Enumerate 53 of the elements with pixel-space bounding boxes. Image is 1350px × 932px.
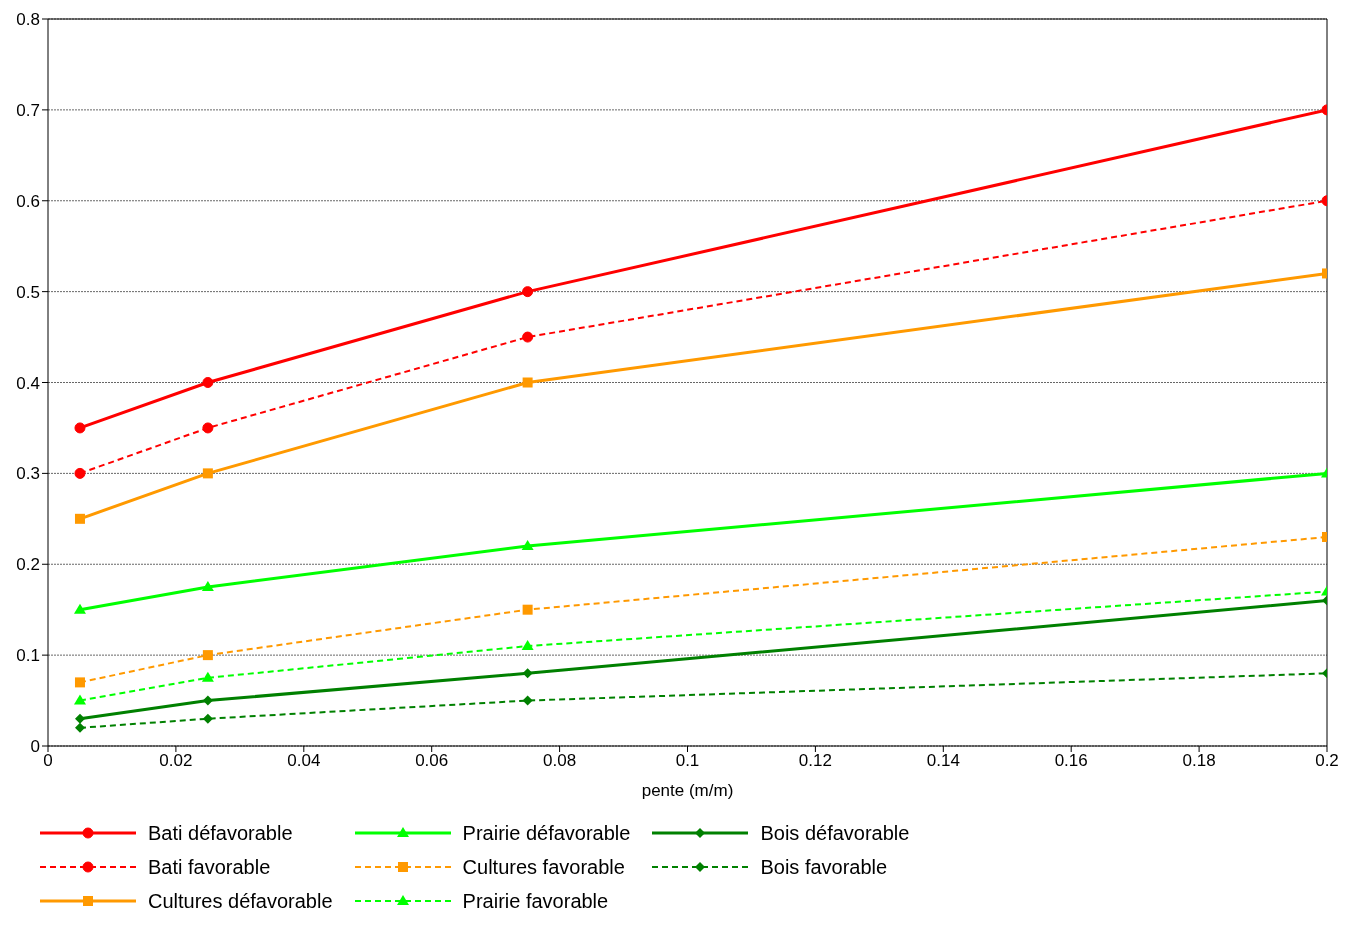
point	[73, 603, 86, 614]
point	[74, 677, 85, 688]
point	[522, 286, 534, 298]
legend-label: Prairie favorable	[462, 889, 609, 913]
point	[202, 713, 213, 724]
point	[521, 540, 534, 551]
point	[202, 422, 214, 434]
y-tick-label: 0.1	[16, 646, 40, 666]
point	[73, 694, 86, 705]
point	[74, 467, 86, 479]
point	[522, 377, 533, 388]
legend-label: Cultures favorable	[462, 855, 625, 879]
y-tick-label: 0.7	[16, 100, 40, 120]
x-tick-label: 0	[43, 751, 53, 771]
x-tick-label: 0.16	[1054, 751, 1088, 771]
x-tick-label: 0.18	[1182, 751, 1216, 771]
point	[74, 422, 86, 434]
y-tick-label: 0.4	[16, 373, 40, 393]
y-tick-label: 0.5	[16, 282, 40, 302]
point	[202, 650, 213, 661]
point	[74, 713, 85, 724]
legend-label: Prairie défavorable	[462, 821, 631, 845]
x-tick-label: 0.12	[798, 751, 832, 771]
point	[202, 695, 213, 706]
point	[74, 513, 85, 524]
point	[521, 640, 534, 651]
y-tick-label: 0	[30, 737, 40, 757]
y-tick-label: 0.2	[16, 555, 40, 575]
x-tick-label: 0.1	[675, 751, 700, 771]
x-tick-label: 0.02	[159, 751, 193, 771]
x-axis-title: pente (m/m)	[641, 781, 734, 800]
y-tick-label: 0.3	[16, 464, 40, 484]
y-tick-label: 0.6	[16, 191, 40, 211]
legend-label: Bati favorable	[148, 855, 271, 879]
legend-label: Bati défavorable	[148, 821, 293, 845]
point	[202, 377, 214, 388]
x-tick-label: 0.04	[287, 751, 321, 771]
legend-label: Bois favorable	[760, 855, 888, 879]
legend-label: Bois défavorable	[760, 821, 910, 845]
x-tick-label: 0.14	[926, 751, 960, 771]
point	[202, 468, 213, 479]
point	[201, 580, 214, 591]
point	[522, 695, 533, 706]
point	[74, 722, 85, 733]
legend-label: Cultures défavorable	[148, 889, 333, 913]
x-tick-label: 0.06	[415, 751, 449, 771]
point	[201, 671, 214, 682]
point	[522, 604, 533, 615]
x-tick-label: 0.08	[543, 751, 577, 771]
y-tick-label: 0.8	[16, 10, 40, 30]
x-tick-label: 0.2	[1315, 751, 1339, 771]
point	[522, 331, 534, 343]
point	[522, 668, 533, 679]
